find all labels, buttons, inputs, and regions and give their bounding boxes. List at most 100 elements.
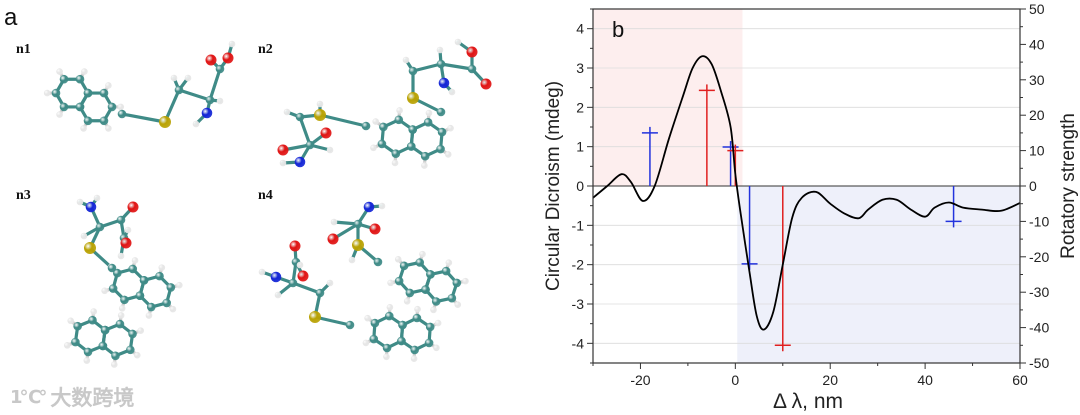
y-axis-title-left: Circular Dicroism (mdeg)	[543, 81, 564, 291]
hydrogen-atom	[184, 74, 192, 82]
watermark-text: 大数跨境	[50, 386, 135, 410]
hydrogen-atom	[296, 261, 304, 269]
carbon-atom	[166, 283, 176, 292]
sulfur-atom	[407, 92, 419, 104]
carbon-atom	[431, 297, 441, 306]
carbon-atom	[436, 107, 446, 117]
bond	[439, 62, 474, 71]
hydrogen-atom	[118, 305, 126, 312]
hydrogen-atom	[133, 351, 141, 359]
hydrogen-atom	[326, 279, 334, 287]
hydrogen-atom	[80, 232, 88, 240]
panel-label-b: b	[612, 17, 624, 42]
carbon-atom	[441, 266, 451, 276]
hydrogen-atom	[421, 162, 428, 169]
hydrogen-atom	[228, 40, 236, 48]
carbon-atom	[100, 325, 110, 335]
oxygen-atom	[327, 233, 339, 245]
hydrogen-atom	[279, 159, 287, 167]
nitrogen-atom	[438, 77, 450, 89]
y-right-tick-label: 20	[1029, 107, 1045, 123]
hydrogen-atom	[436, 46, 444, 54]
y-tick-label: 3	[576, 60, 584, 76]
nitrogen-atom	[294, 156, 306, 168]
carbon-atom	[447, 293, 457, 303]
hydrogen-atom	[454, 301, 462, 309]
carbon-atom	[424, 338, 434, 348]
carbon-atom	[128, 329, 137, 339]
hydrogen-atom	[105, 82, 112, 89]
carbon-atom	[139, 275, 149, 285]
carbon-atom	[394, 276, 404, 286]
carbon-atom	[162, 298, 171, 308]
y-tick-label: 0	[576, 178, 584, 194]
molecular-structures	[43, 38, 492, 368]
carbon-atom	[394, 115, 404, 125]
hydrogen-atom	[56, 111, 63, 118]
carbon-atom	[408, 125, 418, 134]
hydrogen-atom	[326, 146, 334, 154]
carbon-atom	[146, 302, 156, 312]
sulfur-atom	[159, 116, 171, 128]
hydrogen-atom	[110, 361, 118, 368]
carbon-atom	[425, 322, 435, 332]
hydrogen-atom	[386, 303, 394, 311]
carbon-atom	[412, 313, 422, 323]
carbon-atom	[59, 74, 69, 84]
carbon-atom	[384, 311, 394, 321]
carbon-atom	[113, 268, 122, 278]
carbon-atom	[117, 109, 127, 119]
hydrogen-atom	[283, 108, 291, 116]
carbon-atom	[126, 345, 135, 355]
y-right-tick-label: -10	[1029, 213, 1049, 229]
bond	[411, 62, 443, 73]
y-right-tick-label: 30	[1029, 72, 1045, 88]
hydrogen-atom	[81, 68, 88, 75]
hydrogen-atom	[192, 120, 200, 128]
hydrogen-atom	[258, 268, 266, 276]
hydrogen-atom	[396, 107, 403, 114]
structure-label-n4: n4	[258, 188, 273, 203]
sulfur-atom	[352, 239, 364, 251]
panel-label-a: a	[4, 4, 18, 31]
carbon-atom	[135, 291, 145, 301]
carbon-atom	[75, 74, 85, 84]
carbon-atom	[377, 139, 387, 149]
carbon-atom	[120, 295, 129, 305]
x-tick-label: -20	[630, 372, 650, 388]
nitrogen-atom	[363, 201, 375, 213]
carbon-atom	[88, 315, 97, 325]
y-tick-label: 4	[576, 21, 584, 37]
hydrogen-atom	[403, 298, 411, 305]
carbon-atom	[405, 288, 415, 298]
hydrogen-atom	[387, 279, 394, 287]
hydrogen-atom	[402, 56, 410, 64]
x-tick-label: 20	[822, 372, 838, 388]
bond	[298, 115, 312, 147]
sulfur-atom	[309, 311, 321, 323]
carbon-atom	[315, 288, 325, 298]
oxygen-atom	[480, 78, 492, 90]
hydrogen-atom	[370, 144, 377, 152]
nitrogen-atom	[201, 107, 213, 119]
hydrogen-atom	[330, 218, 338, 226]
hydrogen-atom	[117, 312, 125, 319]
hydrogen-atom	[83, 357, 91, 364]
hydrogen-atom	[391, 159, 399, 167]
hydrogen-atom	[145, 312, 153, 319]
carbon-atom	[75, 102, 85, 112]
carbon-atom	[421, 285, 430, 294]
y-right-tick-label: -40	[1029, 320, 1049, 336]
hydrogen-atom	[419, 250, 426, 258]
carbon-atom	[361, 121, 371, 131]
y-tick-label: -2	[572, 257, 585, 273]
oxygen-atom	[205, 54, 217, 66]
carbon-atom	[95, 222, 105, 232]
y-right-tick-label: 0	[1029, 178, 1037, 194]
carbon-atom	[452, 278, 462, 288]
carbon-atom	[108, 284, 118, 293]
hydrogen-atom	[117, 252, 125, 260]
hydrogen-atom	[216, 97, 224, 105]
carbon-atom	[116, 215, 126, 225]
carbon-atom	[408, 66, 418, 76]
